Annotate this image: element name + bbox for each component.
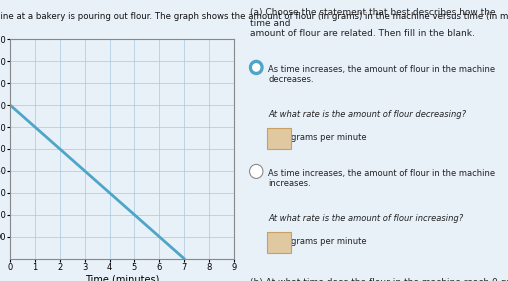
Text: At what rate is the amount of flour decreasing?: At what rate is the amount of flour decr… <box>268 110 466 119</box>
Text: (a) Choose the statement that best describes how the time and
amount of flour ar: (a) Choose the statement that best descr… <box>249 8 495 38</box>
X-axis label: Time (minutes): Time (minutes) <box>85 275 159 281</box>
Circle shape <box>249 60 263 74</box>
Circle shape <box>249 164 263 178</box>
Text: At what rate is the amount of flour increasing?: At what rate is the amount of flour incr… <box>268 214 464 223</box>
Circle shape <box>253 64 260 71</box>
Text: grams per minute: grams per minute <box>291 133 367 142</box>
FancyBboxPatch shape <box>267 232 291 253</box>
Text: (b) At what time does the flour in the machine reach 0 grams?: (b) At what time does the flour in the m… <box>249 278 508 281</box>
Text: As time increases, the amount of flour in the machine
increases.: As time increases, the amount of flour i… <box>268 169 495 188</box>
FancyBboxPatch shape <box>267 128 291 149</box>
Text: As time increases, the amount of flour in the machine
decreases.: As time increases, the amount of flour i… <box>268 65 495 84</box>
Text: grams per minute: grams per minute <box>291 237 367 246</box>
Text: A machine at a bakery is pouring out flour. The graph shows the amount of flour : A machine at a bakery is pouring out flo… <box>0 12 508 21</box>
